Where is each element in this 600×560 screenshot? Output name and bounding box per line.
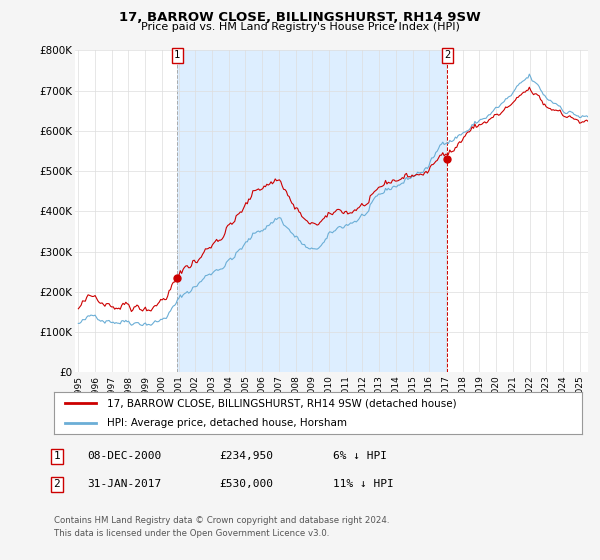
Text: 1: 1 bbox=[53, 451, 61, 461]
Text: £530,000: £530,000 bbox=[219, 479, 273, 489]
Text: Price paid vs. HM Land Registry's House Price Index (HPI): Price paid vs. HM Land Registry's House … bbox=[140, 22, 460, 32]
Text: This data is licensed under the Open Government Licence v3.0.: This data is licensed under the Open Gov… bbox=[54, 529, 329, 538]
Text: HPI: Average price, detached house, Horsham: HPI: Average price, detached house, Hors… bbox=[107, 418, 347, 428]
Text: 6% ↓ HPI: 6% ↓ HPI bbox=[333, 451, 387, 461]
Text: 1: 1 bbox=[174, 50, 181, 60]
Text: 31-JAN-2017: 31-JAN-2017 bbox=[87, 479, 161, 489]
Text: £234,950: £234,950 bbox=[219, 451, 273, 461]
Text: 17, BARROW CLOSE, BILLINGSHURST, RH14 9SW: 17, BARROW CLOSE, BILLINGSHURST, RH14 9S… bbox=[119, 11, 481, 24]
Text: 08-DEC-2000: 08-DEC-2000 bbox=[87, 451, 161, 461]
Text: 11% ↓ HPI: 11% ↓ HPI bbox=[333, 479, 394, 489]
Text: 2: 2 bbox=[53, 479, 61, 489]
Text: 17, BARROW CLOSE, BILLINGSHURST, RH14 9SW (detached house): 17, BARROW CLOSE, BILLINGSHURST, RH14 9S… bbox=[107, 398, 457, 408]
Text: 2: 2 bbox=[444, 50, 451, 60]
Text: Contains HM Land Registry data © Crown copyright and database right 2024.: Contains HM Land Registry data © Crown c… bbox=[54, 516, 389, 525]
Bar bbox=[177, 50, 448, 372]
